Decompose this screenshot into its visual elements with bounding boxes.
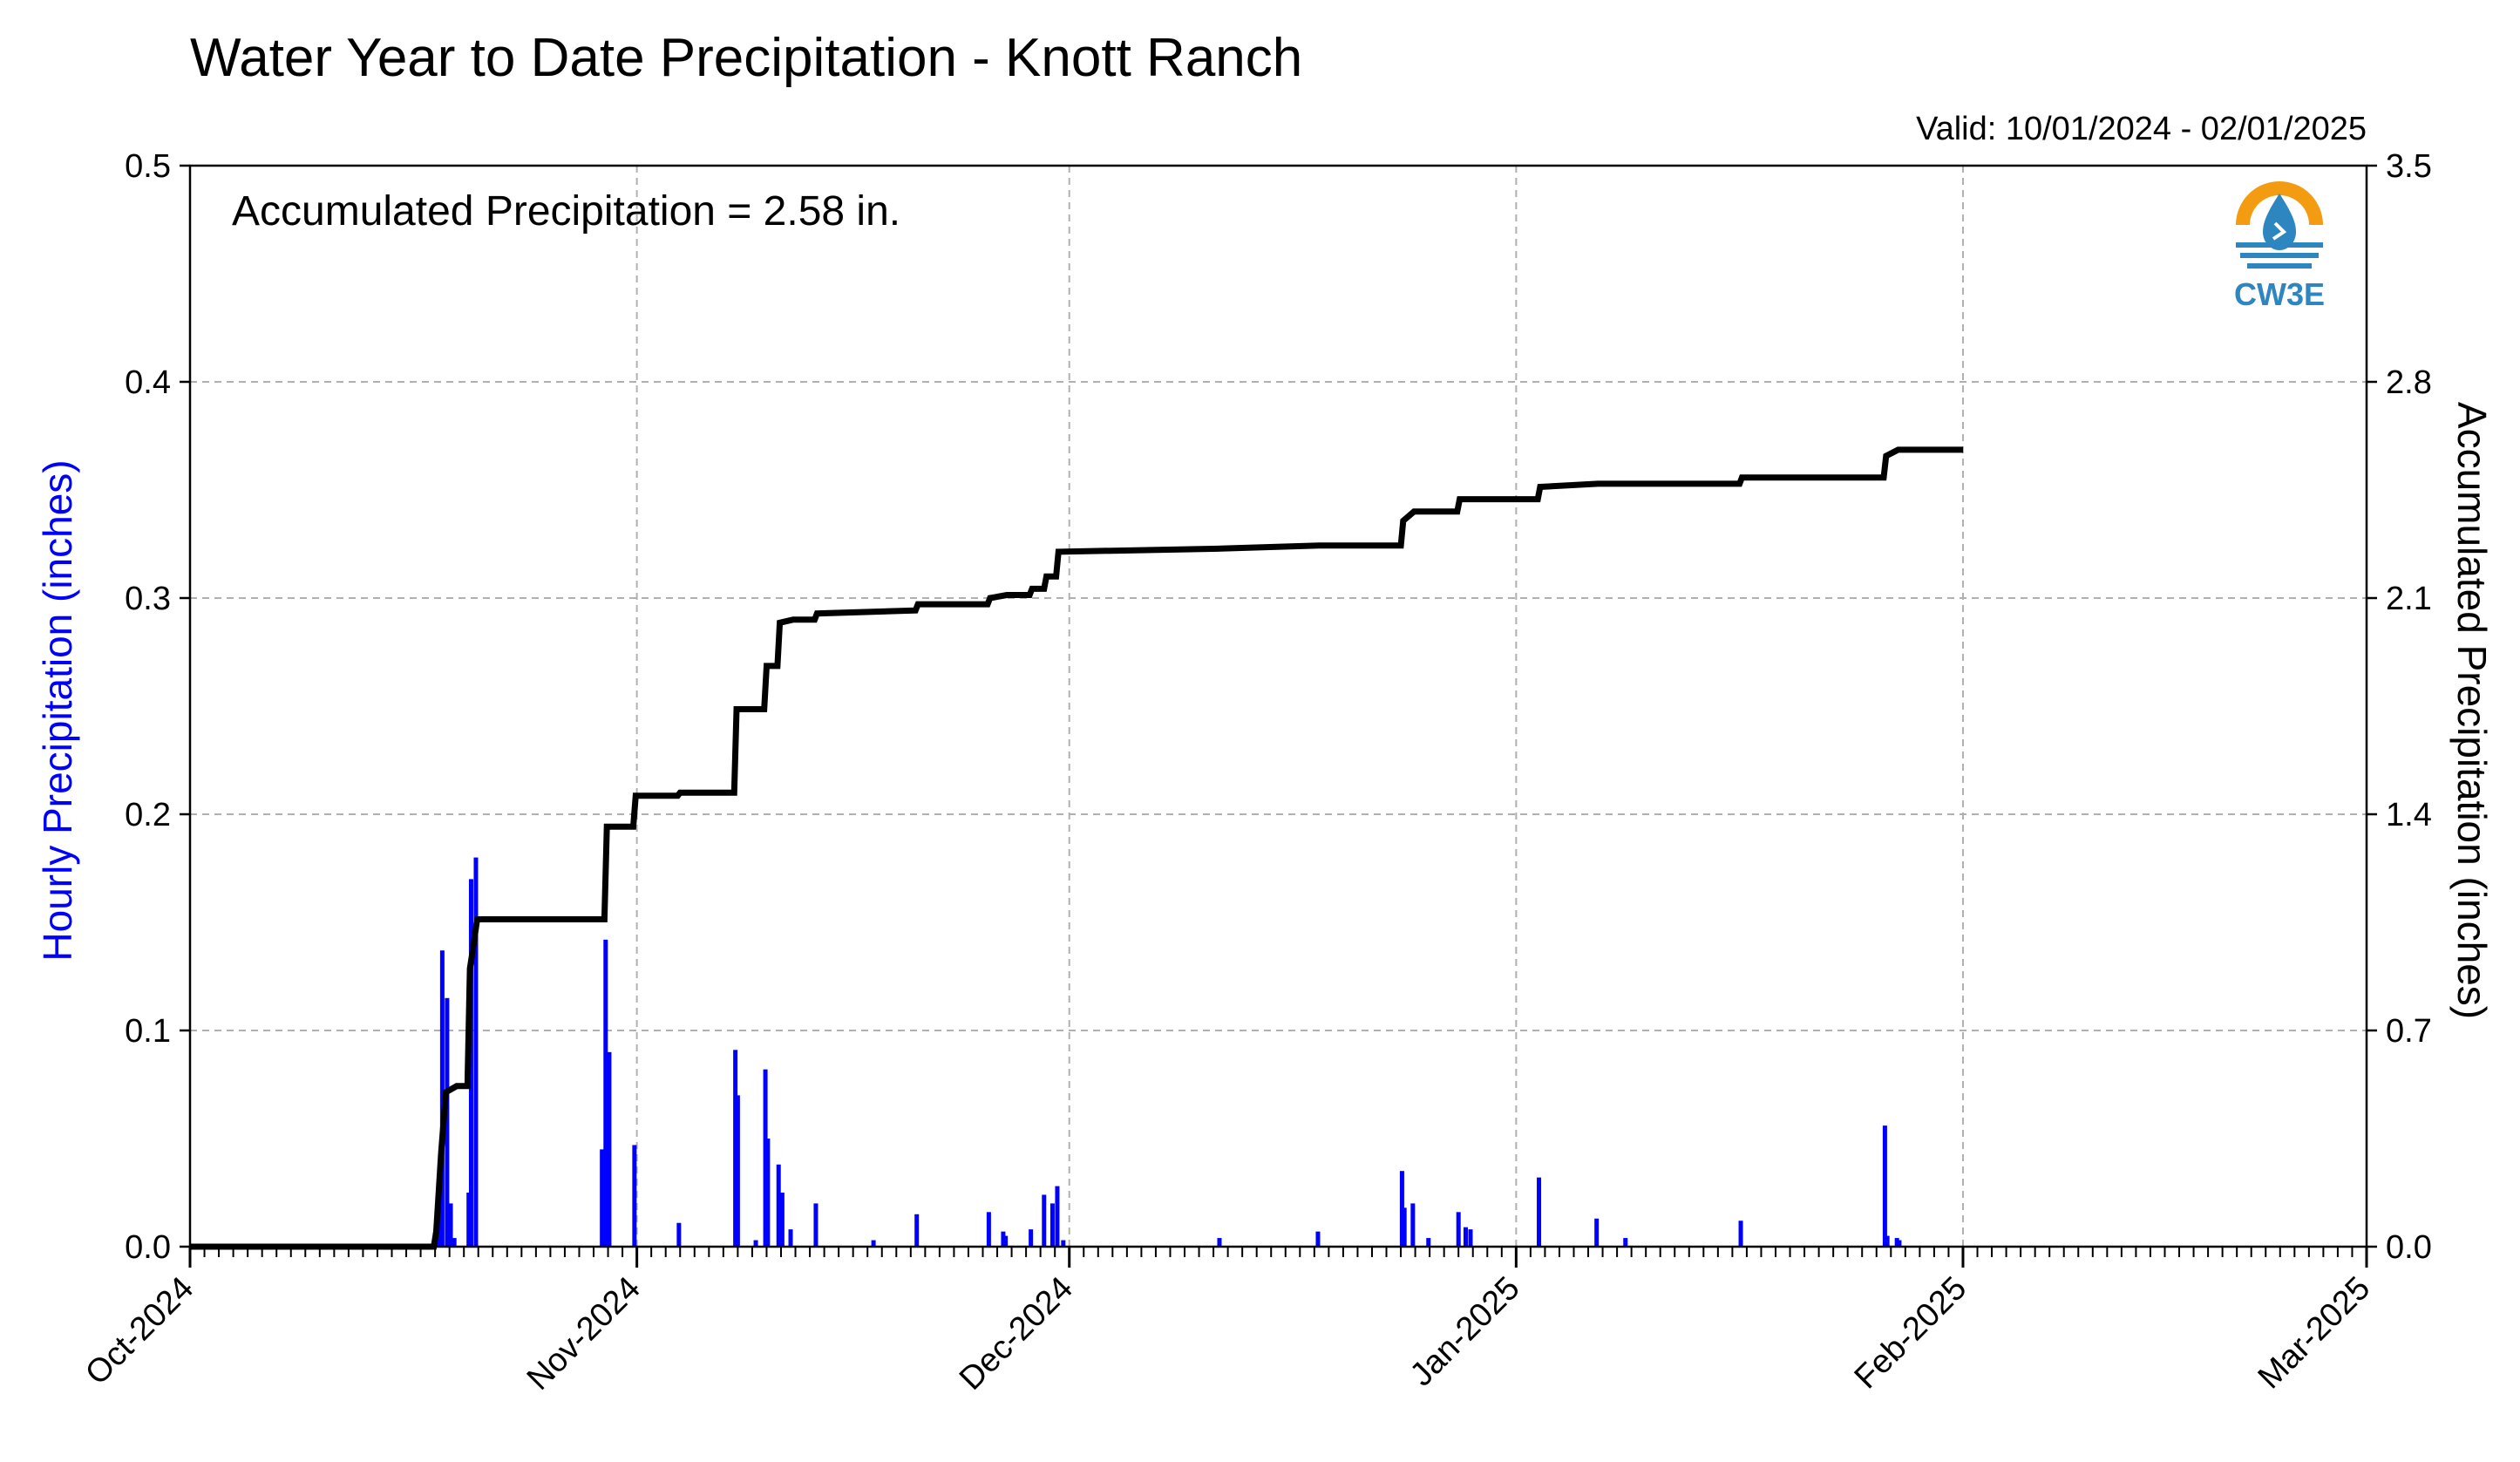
hourly-bar (1217, 1238, 1222, 1247)
cw3e-logo: CW3E (2230, 181, 2329, 312)
hourly-bar (813, 1203, 818, 1247)
y-left-tick-label: 0.1 (125, 1013, 171, 1050)
hourly-bar (871, 1240, 876, 1247)
hourly-bar (466, 1193, 472, 1247)
y-right-tick-label: 2.1 (2386, 581, 2432, 617)
y-axis-left-label: Hourly Precipitation (inches) (35, 459, 80, 961)
hourly-bar (753, 1240, 758, 1247)
hourly-bar (445, 997, 450, 1247)
hourly-bar (676, 1222, 682, 1247)
hourly-bar (468, 879, 473, 1247)
x-tick-label: Dec-2024 (953, 1270, 1080, 1397)
chart-title: Water Year to Date Precipitation - Knott… (190, 28, 1302, 88)
x-axis: Oct-2024 Nov-2024 Dec-2024 Jan-2025 Feb-2025… (78, 1247, 2377, 1397)
hourly-bar (1315, 1231, 1321, 1247)
hourly-bar (788, 1229, 793, 1247)
logo-text: CW3E (2234, 276, 2325, 312)
hourly-bar (1537, 1177, 1542, 1247)
hourly-bar (452, 1238, 457, 1247)
x-tick-label: Mar-2025 (2252, 1270, 2378, 1397)
hourly-bar (733, 1050, 738, 1247)
y-axis-right: 0.0 0.7 1.4 2.1 2.8 3.5 (2367, 148, 2432, 1266)
hourly-bar (914, 1214, 920, 1247)
hourly-bar (1402, 1207, 1407, 1247)
hourly-bar (735, 1095, 740, 1247)
hourly-bar (1468, 1229, 1473, 1247)
hourly-bar (1003, 1235, 1009, 1247)
hourly-bar (776, 1164, 781, 1247)
gridlines (190, 166, 2367, 1247)
hourly-bar (600, 1149, 605, 1247)
hourly-bar (1049, 1203, 1055, 1247)
y-left-tick-label: 0.4 (125, 364, 171, 401)
hourly-bar (603, 939, 608, 1247)
hourly-bar (779, 1193, 785, 1247)
water-drop-sun-icon (2230, 181, 2329, 273)
hourly-bar (1426, 1238, 1431, 1247)
y-right-tick-label: 0.0 (2386, 1229, 2432, 1266)
accumulated-annotation: Accumulated Precipitation = 2.58 in. (232, 188, 900, 235)
x-tick-label: Feb-2025 (1848, 1270, 1974, 1397)
hourly-bar (439, 950, 445, 1247)
hourly-bar (1463, 1227, 1468, 1247)
y-axis-right-label: Accumulated Precipitation (inches) (2449, 402, 2495, 1019)
hourly-bars (432, 857, 1902, 1247)
hourly-bar (1738, 1221, 1743, 1247)
hourly-bar (1882, 1125, 1887, 1247)
hourly-bar (1594, 1218, 1600, 1247)
hourly-bar (765, 1139, 771, 1247)
hourly-bar (1410, 1203, 1416, 1247)
y-left-tick-label: 0.5 (125, 148, 171, 185)
hourly-bar (1029, 1229, 1034, 1247)
valid-range: Valid: 10/01/2024 - 02/01/2025 (1916, 111, 2367, 147)
hourly-bar (1885, 1235, 1890, 1247)
y-axis-left: 0.0 0.1 0.2 0.3 0.4 0.5 (125, 148, 190, 1266)
y-left-tick-label: 0.0 (125, 1229, 171, 1266)
hourly-bar (1623, 1238, 1628, 1247)
x-tick-label: Nov-2024 (520, 1270, 648, 1397)
y-right-tick-label: 3.5 (2386, 148, 2432, 185)
hourly-bar (473, 857, 479, 1247)
y-right-tick-label: 1.4 (2386, 797, 2432, 833)
hourly-bar (632, 1145, 637, 1247)
y-left-tick-label: 0.2 (125, 797, 171, 833)
hourly-bar (448, 1203, 453, 1247)
x-tick-label: Jan-2025 (1403, 1270, 1527, 1394)
plot-frame (188, 164, 2368, 1248)
y-right-tick-label: 0.7 (2386, 1013, 2432, 1050)
hourly-bar (1055, 1186, 1060, 1247)
x-tick-label: Oct-2024 (78, 1270, 200, 1392)
accumulated-line (190, 446, 1963, 1250)
hourly-bar (1456, 1212, 1461, 1247)
y-left-tick-label: 0.3 (125, 581, 171, 617)
hourly-bar (1894, 1238, 1899, 1247)
hourly-bar (763, 1069, 768, 1247)
hourly-bar (1061, 1240, 1066, 1247)
hourly-bar (1399, 1171, 1404, 1247)
hourly-bar (1001, 1231, 1006, 1247)
hourly-bar (1897, 1240, 1902, 1247)
y-right-tick-label: 2.8 (2386, 364, 2432, 401)
hourly-bar (607, 1051, 612, 1247)
hourly-bar (1042, 1194, 1047, 1247)
hourly-bar (986, 1212, 991, 1247)
